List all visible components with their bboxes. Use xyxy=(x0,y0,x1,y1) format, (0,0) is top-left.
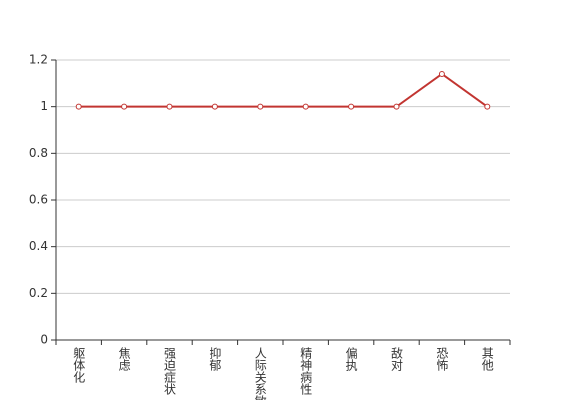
point xyxy=(348,103,355,110)
x-tick-label: 恐怖 xyxy=(435,347,449,371)
y-tick-label: 1.2 xyxy=(29,53,48,67)
y-tick-label: 1 xyxy=(40,99,48,113)
x-tick-label: 焦虑 xyxy=(117,347,131,371)
x-tick-label: 精神病性 xyxy=(299,347,313,396)
x-tick-label: 偏执 xyxy=(344,346,358,372)
y-tick-label: 0.6 xyxy=(29,193,48,207)
x-tick-label: 敌对 xyxy=(390,346,404,371)
point xyxy=(121,103,128,110)
point xyxy=(257,103,264,110)
point xyxy=(484,103,491,110)
y-tick-label: 0 xyxy=(40,333,48,347)
point xyxy=(302,103,309,110)
y-tick-label: 0.4 xyxy=(29,239,48,253)
point xyxy=(166,103,173,110)
line xyxy=(78,72,488,108)
point xyxy=(393,103,400,110)
x-tick-label: 抑郁 xyxy=(208,346,222,372)
point xyxy=(438,71,445,77)
x-tick-label: 人际关系敏感 xyxy=(253,347,267,400)
x-tick-label: 其他 xyxy=(480,347,494,371)
y-tick-label: 0.8 xyxy=(29,146,48,160)
point xyxy=(75,103,82,110)
x-tick-label: 躯体化 xyxy=(72,346,86,384)
y-tick-label: 0.2 xyxy=(29,286,48,300)
point xyxy=(211,103,218,110)
x-tick-label: 强迫症状 xyxy=(163,347,177,395)
